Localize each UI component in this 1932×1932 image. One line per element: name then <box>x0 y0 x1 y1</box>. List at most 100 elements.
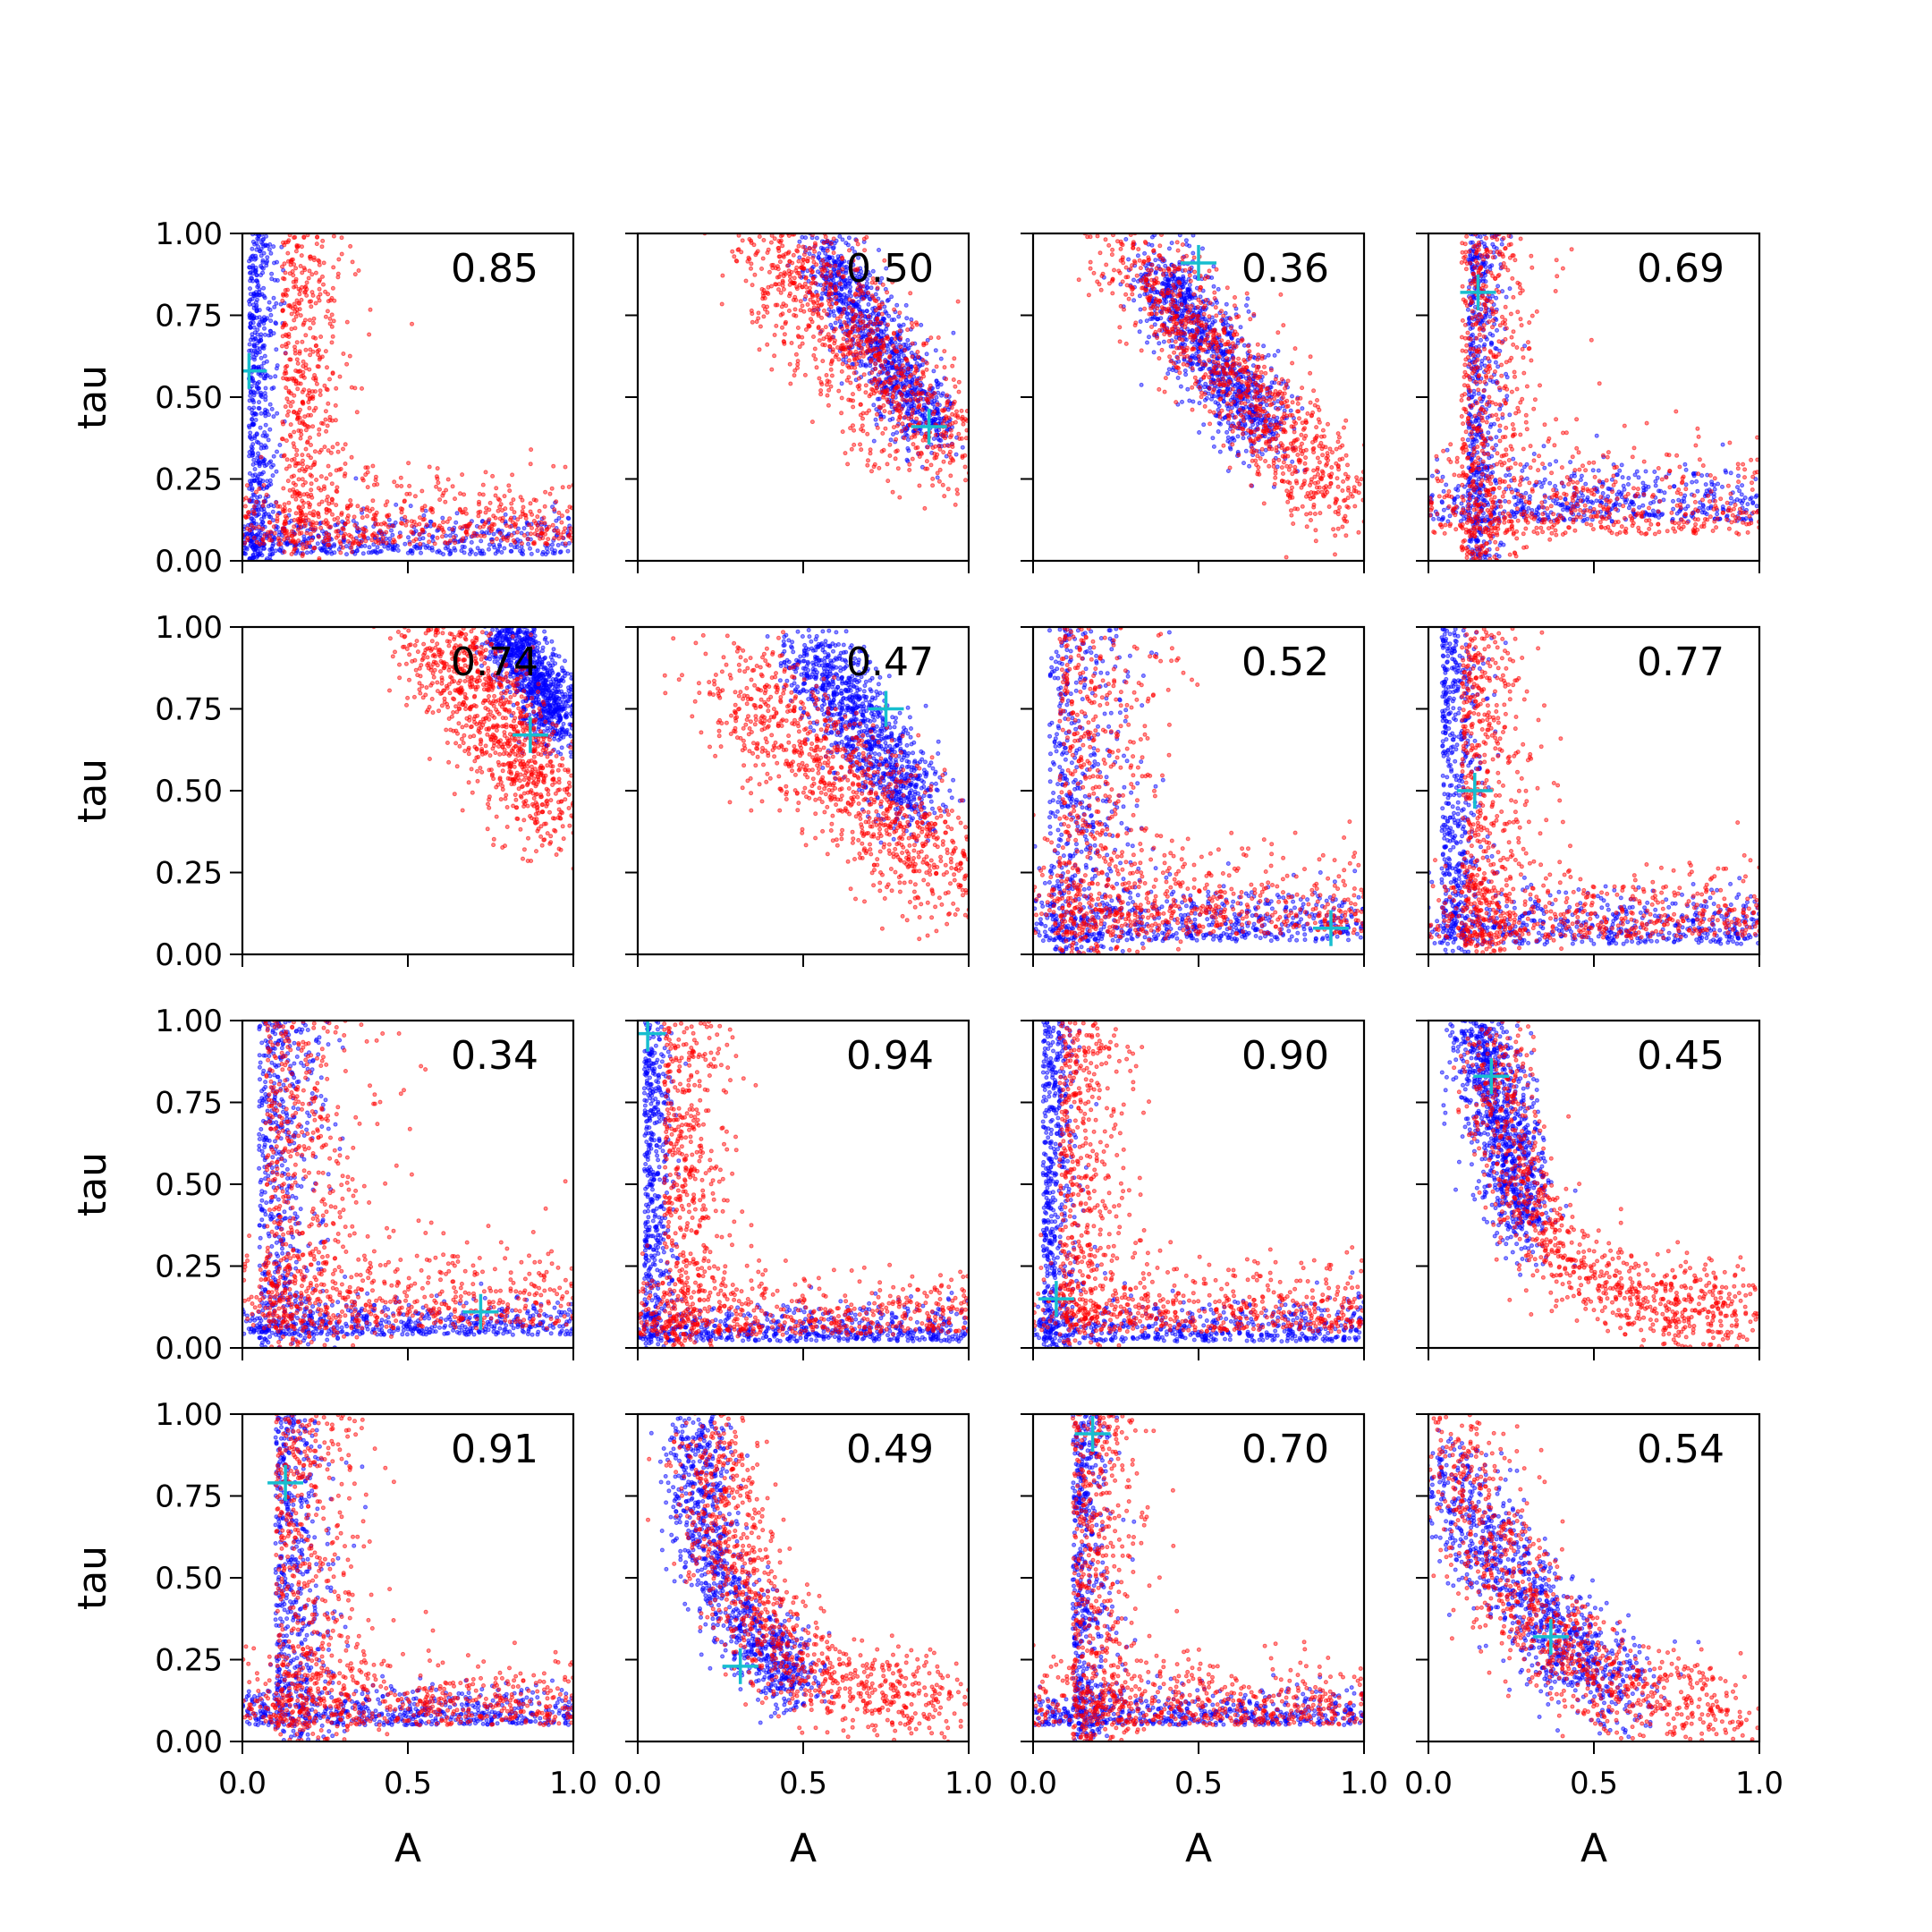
point-red <box>776 249 782 253</box>
point-red <box>950 363 955 369</box>
point-red <box>297 351 302 356</box>
point-red <box>299 432 304 437</box>
point-red <box>285 341 291 346</box>
point-red <box>293 461 299 466</box>
point-red <box>292 456 297 462</box>
point-blue <box>264 445 269 450</box>
point-red <box>900 363 905 369</box>
point-red <box>826 301 832 307</box>
point-red <box>891 330 896 335</box>
point-red <box>884 335 889 341</box>
point-blue <box>911 402 917 408</box>
point-red <box>501 535 506 540</box>
point-red <box>900 397 905 402</box>
point-blue <box>356 530 361 535</box>
point-red <box>281 275 285 281</box>
point-red <box>804 284 809 290</box>
point-red <box>885 462 890 467</box>
point-red <box>956 379 962 385</box>
point-red <box>279 436 284 442</box>
point-blue <box>258 442 264 447</box>
point-red <box>301 369 306 375</box>
point-red <box>370 498 376 504</box>
point-blue <box>247 486 252 491</box>
point-blue <box>550 542 555 547</box>
point-red <box>282 261 287 267</box>
point-red <box>950 420 955 426</box>
point-red <box>547 524 552 530</box>
point-red <box>275 513 280 518</box>
point-red <box>371 482 377 487</box>
point-red <box>427 539 432 545</box>
point-blue <box>386 546 391 551</box>
point-red <box>494 537 499 541</box>
point-red <box>898 335 903 341</box>
point-blue <box>395 548 401 553</box>
point-red <box>897 328 902 334</box>
point-red <box>869 469 874 474</box>
point-red <box>800 284 805 290</box>
point-red <box>311 316 317 321</box>
point-blue <box>255 548 260 554</box>
point-blue <box>260 237 266 242</box>
point-blue <box>1131 277 1136 283</box>
point-red <box>301 482 306 487</box>
point-red <box>272 530 277 536</box>
point-red <box>529 447 534 453</box>
point-red <box>363 538 369 544</box>
point-red <box>284 438 289 444</box>
point-red <box>819 327 825 333</box>
point-red <box>308 435 312 440</box>
point-blue <box>919 362 925 368</box>
point-red <box>720 273 725 278</box>
point-red <box>490 473 496 479</box>
point-red <box>290 269 295 274</box>
point-blue <box>877 248 881 252</box>
point-blue <box>868 363 873 369</box>
point-red <box>838 314 843 319</box>
point-red <box>313 301 318 306</box>
point-blue <box>372 548 377 554</box>
point-red <box>956 389 962 394</box>
point-blue <box>255 554 260 559</box>
point-blue <box>827 255 833 260</box>
point-red <box>293 266 299 271</box>
point-blue <box>257 400 261 405</box>
point-red <box>857 386 862 392</box>
point-blue <box>871 402 877 408</box>
point-red <box>336 257 342 262</box>
panel-annotation: 0.85 <box>451 246 538 292</box>
point-red <box>308 254 313 259</box>
point-red <box>820 359 826 364</box>
point-blue <box>252 357 257 362</box>
point-blue <box>251 343 257 349</box>
point-red <box>390 523 395 529</box>
point-red <box>297 307 302 312</box>
point-red <box>825 311 829 317</box>
point-red <box>915 380 920 386</box>
point-red <box>299 253 304 258</box>
point-blue <box>251 390 257 395</box>
point-red <box>344 361 350 367</box>
point-red <box>869 379 874 385</box>
point-red <box>332 517 337 522</box>
point-red <box>305 464 309 470</box>
point-red <box>521 533 527 538</box>
point-red <box>846 334 852 339</box>
point-blue <box>467 551 472 556</box>
point-red <box>854 238 860 243</box>
point-red <box>318 335 324 339</box>
point-red <box>781 287 786 292</box>
point-blue <box>1137 329 1142 335</box>
point-red <box>877 465 882 470</box>
point-red <box>852 324 858 328</box>
point-red <box>294 340 300 345</box>
point-red <box>489 539 495 545</box>
point-red <box>851 423 855 428</box>
point-red <box>898 391 903 396</box>
point-red <box>897 366 902 371</box>
point-red <box>773 282 778 287</box>
point-red <box>420 529 426 534</box>
point-red <box>402 498 407 504</box>
point-blue <box>252 268 258 274</box>
